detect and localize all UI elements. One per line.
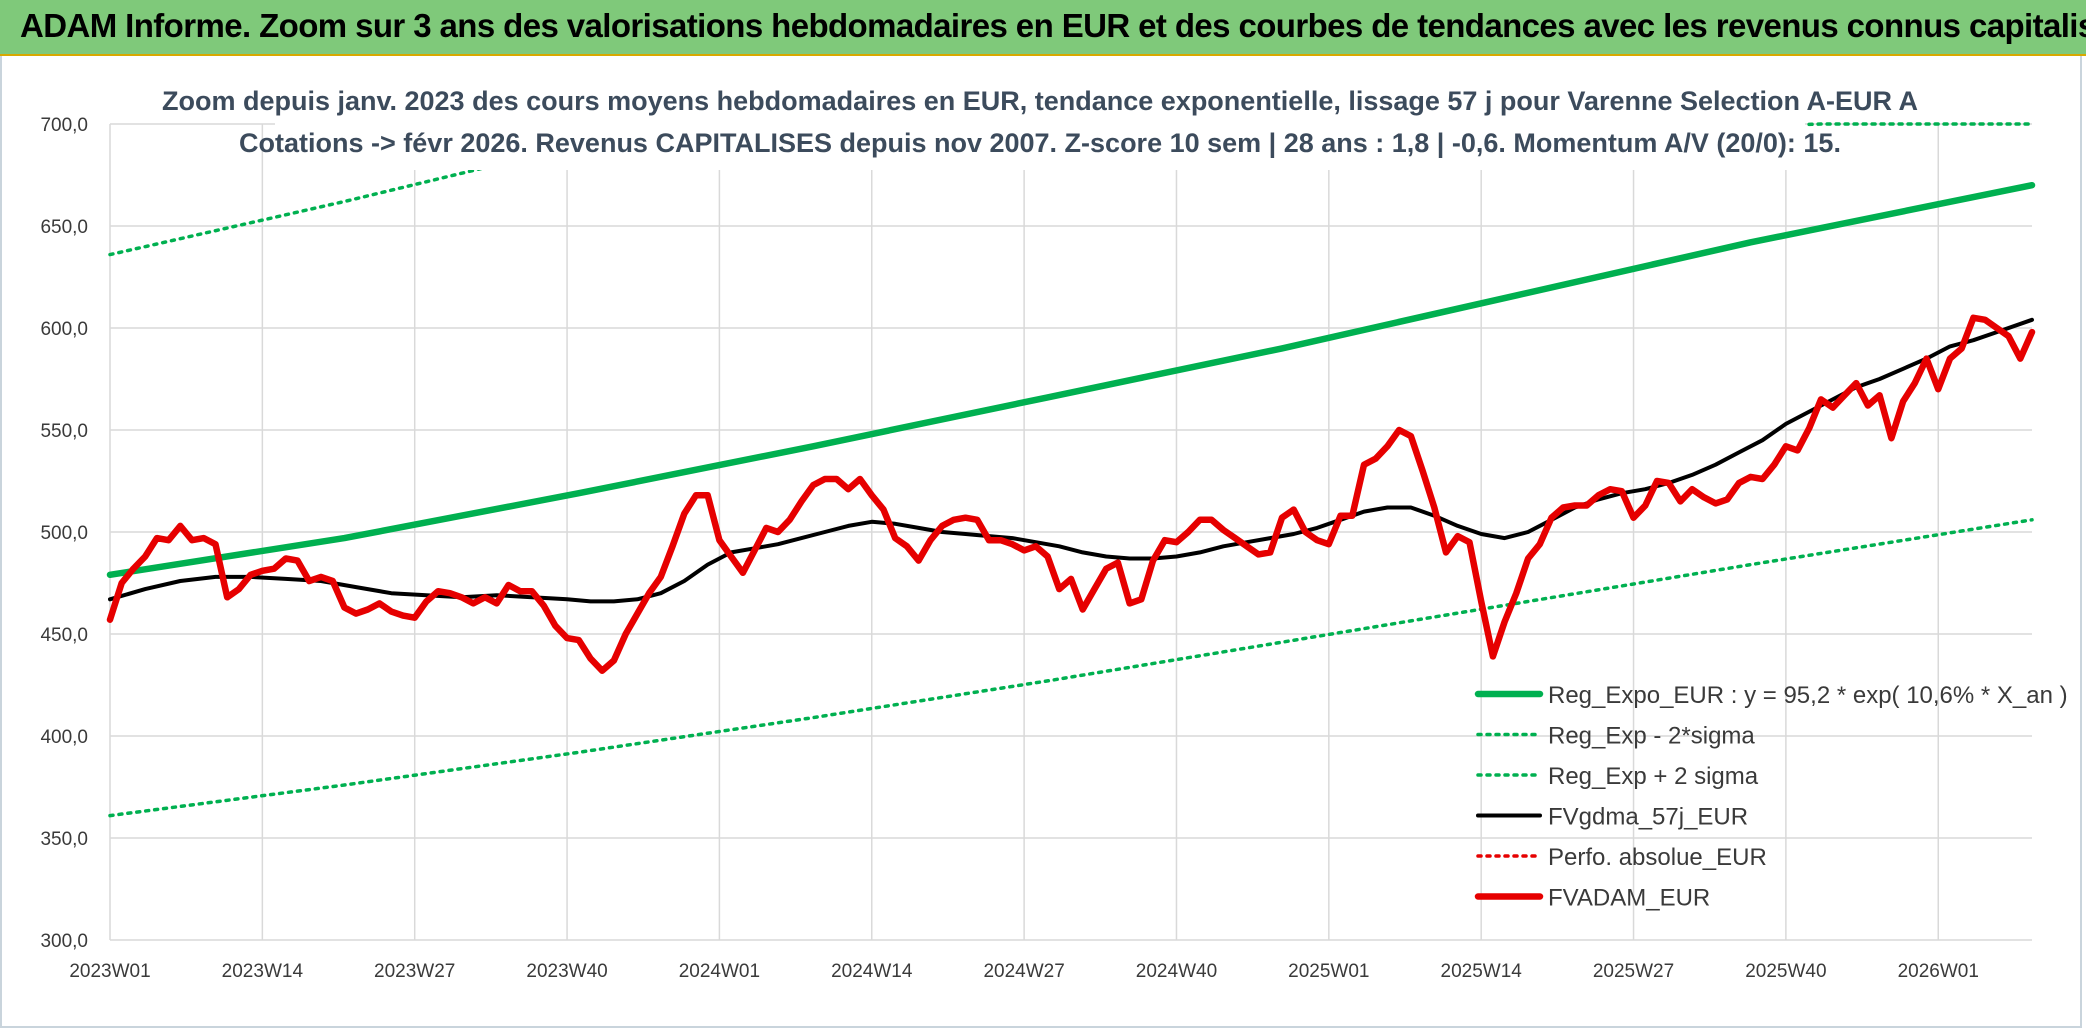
series-layer bbox=[106, 122, 2036, 818]
x-tick-label: 2025W01 bbox=[1288, 961, 1369, 982]
y-tick-label: 350,0 bbox=[40, 829, 88, 850]
legend: Reg_Expo_EUR : y = 95,2 * exp( 10,6% * X… bbox=[1474, 682, 2068, 912]
x-tick-label: 2023W14 bbox=[222, 961, 304, 982]
x-tick-label: 2024W14 bbox=[831, 961, 913, 982]
series-line-fvgdma-57j-eur bbox=[108, 317, 2034, 604]
x-tick-label: 2023W01 bbox=[69, 961, 150, 982]
x-tick-label: 2023W27 bbox=[374, 961, 455, 982]
chart-frame bbox=[0, 56, 2082, 1028]
series-line-reg-expo-eur-y-95-2-exp-10-6-x-an bbox=[106, 181, 2036, 579]
series-line-reg-exp-2-sigma bbox=[108, 518, 2034, 818]
legend-label: FVgdma_57j_EUR bbox=[1548, 804, 1748, 831]
y-tick-label: 550,0 bbox=[40, 421, 88, 442]
x-tick-label: 2024W40 bbox=[1136, 961, 1217, 982]
legend-label: Reg_Expo_EUR : y = 95,2 * exp( 10,6% * X… bbox=[1548, 682, 2068, 709]
x-tick-label: 2023W40 bbox=[526, 961, 607, 982]
chart-title-line-2: Cotations -> févr 2026. Revenus CAPITALI… bbox=[239, 128, 1841, 158]
x-tick-label: 2024W01 bbox=[679, 961, 760, 982]
x-tick-label: 2025W40 bbox=[1745, 961, 1826, 982]
axes: 300,0 350,0 400,0 450,0 500,0 550,0 600,0 650,0… bbox=[40, 115, 1978, 982]
report-title: ADAM Informe. Zoom sur 3 ans des valoris… bbox=[20, 7, 2086, 44]
x-tick-label: 2024W27 bbox=[983, 961, 1064, 982]
y-tick-label: 650,0 bbox=[40, 217, 88, 238]
x-tick-label: 2026W01 bbox=[1898, 961, 1979, 982]
header-bar: ADAM Informe. Zoom sur 3 ans des valoris… bbox=[0, 0, 2086, 56]
y-tick-label: 600,0 bbox=[40, 319, 88, 340]
y-tick-label: 300,0 bbox=[40, 931, 88, 952]
chart-title-line-1: Zoom depuis janv. 2023 des cours moyens … bbox=[162, 86, 1918, 116]
chart-title-block: Zoom depuis janv. 2023 des cours moyens … bbox=[162, 78, 1918, 170]
y-tick-label: 700,0 bbox=[40, 115, 88, 136]
chart-title-background bbox=[275, 78, 1805, 170]
x-tick-label: 2025W27 bbox=[1593, 961, 1674, 982]
x-tick-label: 2025W14 bbox=[1441, 961, 1523, 982]
legend-label: FVADAM_EUR bbox=[1548, 885, 1710, 912]
grid bbox=[109, 123, 2032, 941]
series-line-fvadam-eur bbox=[106, 314, 2036, 674]
y-tick-label: 500,0 bbox=[40, 523, 88, 544]
legend-label: Perfo. absolue_EUR bbox=[1548, 844, 1767, 871]
legend-label: Reg_Exp - 2*sigma bbox=[1548, 723, 1755, 750]
legend-label: Reg_Exp + 2 sigma bbox=[1548, 763, 1759, 790]
y-tick-label: 450,0 bbox=[40, 625, 88, 646]
y-tick-label: 400,0 bbox=[40, 727, 88, 748]
